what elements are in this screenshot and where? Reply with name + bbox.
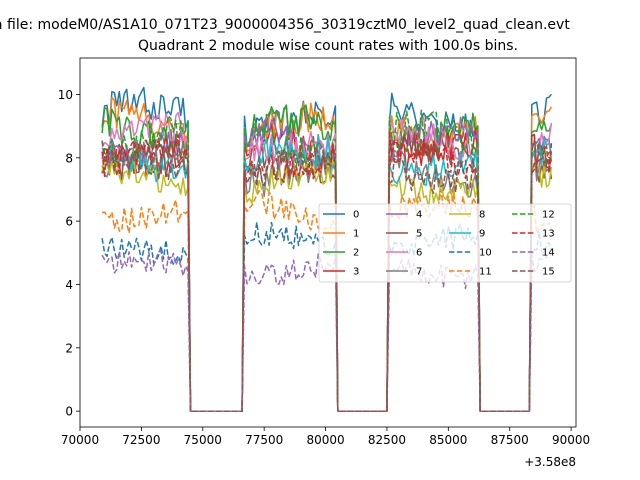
y-tick-label: 6 (65, 215, 73, 229)
x-offset-label: +3.58e8 (524, 455, 576, 469)
plot-frame (79, 57, 577, 428)
x-tick-label: 82500 (368, 433, 406, 447)
x-tick-label: 75000 (184, 433, 222, 447)
y-tick-label: 0 (65, 405, 73, 419)
x-tick-label: 90000 (552, 433, 590, 447)
legend-label-7: 7 (416, 267, 422, 278)
legend-label-0: 0 (353, 210, 359, 221)
legend-label-1: 1 (353, 229, 359, 240)
series-line-15 (101, 140, 552, 412)
legend-label-12: 12 (542, 210, 555, 221)
series-line-12 (101, 109, 553, 412)
x-tick-label: 85000 (429, 433, 467, 447)
legend-label-11: 11 (479, 267, 492, 278)
y-tick-label: 4 (65, 278, 73, 292)
chart-suptitle: a file: modeM0/AS1A10_071T23_9000004356_… (0, 17, 570, 33)
legend-label-15: 15 (542, 267, 555, 278)
x-tick-label: 80000 (306, 433, 344, 447)
y-tick-label: 8 (65, 151, 73, 165)
series-line-8 (101, 158, 553, 412)
legend-label-14: 14 (542, 248, 555, 259)
y-tick-label: 2 (65, 341, 73, 355)
legend-label-4: 4 (416, 210, 422, 221)
legend-label-2: 2 (353, 248, 359, 259)
y-axis: 0 2 4 6 8 10 (58, 88, 80, 419)
x-tick-label: 70000 (61, 433, 99, 447)
chart-title: Quadrant 2 module wise count rates with … (138, 38, 518, 54)
legend-label-3: 3 (353, 267, 359, 278)
series-layer (101, 86, 553, 412)
legend-label-13: 13 (542, 229, 555, 240)
legend-label-6: 6 (416, 248, 422, 259)
legend-label-9: 9 (479, 229, 485, 240)
x-tick-label: 87500 (491, 433, 529, 447)
legend-label-10: 10 (479, 248, 492, 259)
x-tick-label: 77500 (245, 433, 283, 447)
legend-label-5: 5 (416, 229, 422, 240)
x-tick-label: 72500 (122, 433, 160, 447)
legend-frame (318, 203, 572, 283)
y-tick-label: 10 (58, 88, 73, 102)
legend-label-8: 8 (479, 210, 485, 221)
series-line-1 (101, 96, 553, 412)
x-axis: 70000 72500 75000 77500 80000 82500 85000 87500… (61, 427, 590, 447)
